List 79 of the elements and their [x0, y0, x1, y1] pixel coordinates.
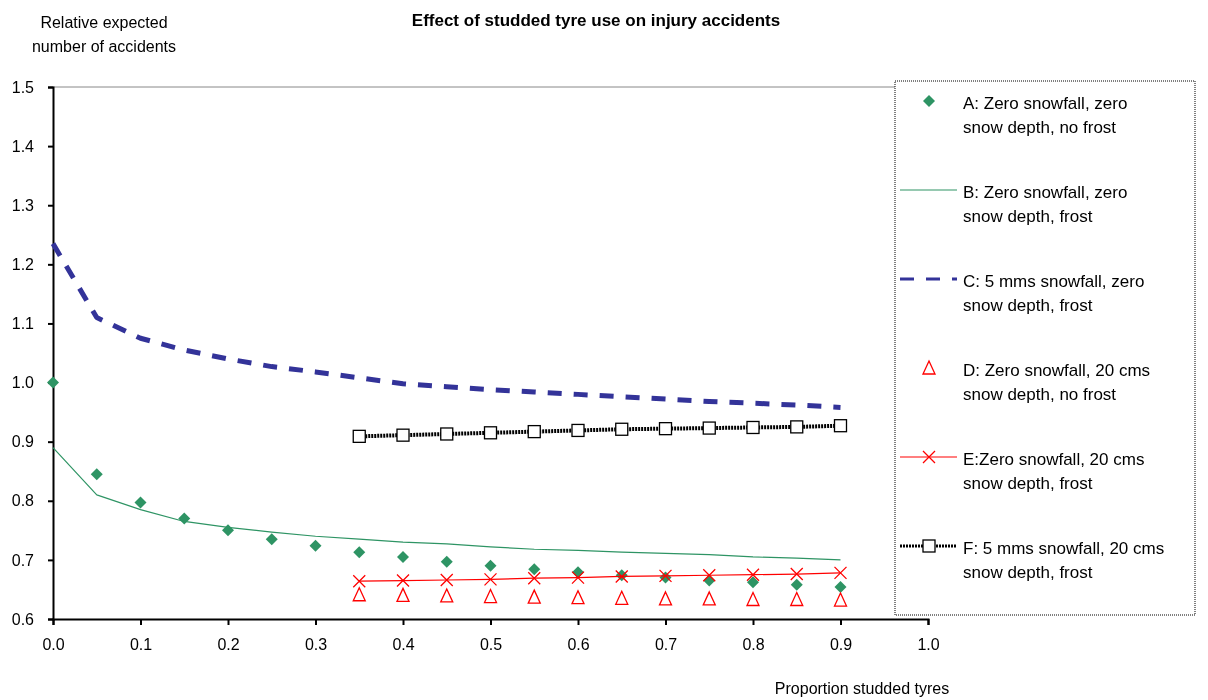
y-tick-label: 1.0	[11, 374, 35, 392]
y-axis-title: Relative expected number of accidents	[31, 14, 177, 55]
point	[396, 428, 410, 442]
point	[397, 550, 409, 563]
point	[396, 573, 410, 588]
x-axis-title: Proportion studded tyres	[774, 680, 950, 697]
y-tick-label: 1.2	[11, 255, 35, 273]
point	[571, 570, 585, 585]
point	[265, 533, 278, 546]
point	[134, 496, 147, 509]
point	[47, 376, 59, 389]
point	[833, 419, 848, 433]
point	[571, 423, 585, 438]
point	[615, 422, 629, 436]
x-tick-label: 0.8	[742, 636, 765, 654]
y-tick-label: 0.8	[11, 492, 35, 510]
point	[747, 576, 759, 589]
y-tick-label: 1.4	[11, 137, 35, 155]
point	[440, 588, 454, 603]
point	[440, 555, 453, 568]
point	[615, 590, 629, 605]
x-tick-label: 0.9	[829, 636, 853, 654]
x-tick-label: 0.7	[654, 636, 678, 654]
x-tick-label: 0.0	[42, 636, 65, 654]
point	[353, 546, 366, 559]
x-tick-label: 0.5	[479, 636, 503, 654]
point	[746, 591, 760, 607]
legend-label: B: Zero snowfall, zero snow depth, frost	[963, 183, 1128, 226]
point	[834, 581, 847, 594]
point	[527, 571, 541, 585]
y-tick-label: 1.5	[11, 78, 35, 96]
point	[571, 590, 585, 605]
point	[746, 420, 760, 435]
point	[527, 424, 541, 439]
y-tick-label: 0.9	[11, 433, 35, 451]
x-tick-label: 0.1	[129, 636, 153, 654]
point	[658, 591, 673, 606]
point	[790, 578, 803, 591]
point	[702, 568, 716, 582]
line-series	[52, 446, 842, 561]
point	[702, 421, 716, 435]
y-tick-label: 1.1	[11, 315, 35, 333]
legend-label: F: 5 mms snowfall, 20 cms snow depth, frost	[963, 539, 1165, 582]
point	[658, 422, 673, 436]
y-tick-label: 1.3	[11, 196, 35, 214]
point	[440, 427, 454, 441]
point	[483, 426, 498, 440]
point	[222, 524, 234, 537]
x-tick-label: 0.2	[217, 636, 240, 654]
x-tick-label: 0.6	[567, 636, 590, 654]
legend-label: C: 5 mms snowfall, zero snow depth, frost	[963, 272, 1145, 315]
point	[396, 587, 410, 603]
y-tick-label: 0.7	[11, 551, 35, 569]
point	[833, 592, 848, 607]
point	[352, 429, 366, 443]
point	[440, 573, 454, 587]
x-tick-label: 1.0	[917, 636, 940, 654]
point	[833, 566, 848, 580]
y-tick-label: 0.6	[11, 610, 35, 628]
point	[746, 568, 760, 582]
x-tick-label: 0.4	[392, 636, 415, 654]
legend-label: E:Zero snowfall, 20 cms snow depth, frost	[963, 450, 1145, 493]
point	[352, 587, 366, 602]
point	[483, 572, 498, 587]
point	[352, 574, 366, 588]
point	[90, 468, 103, 481]
point	[527, 589, 541, 604]
point	[790, 567, 804, 581]
point	[702, 591, 716, 606]
point	[528, 563, 541, 576]
legend-label: D: Zero snowfall, 20 cms snow depth, no frost	[963, 361, 1151, 404]
point	[790, 420, 804, 434]
legend-label: A: Zero snowfall, zero snow depth, no frost	[963, 94, 1128, 137]
chart-title: Effect of studded tyre use on injury accidents	[411, 11, 781, 30]
point	[309, 539, 322, 552]
point	[790, 591, 804, 607]
x-tick-label: 0.3	[304, 636, 328, 654]
point	[483, 588, 498, 604]
point	[484, 559, 497, 572]
